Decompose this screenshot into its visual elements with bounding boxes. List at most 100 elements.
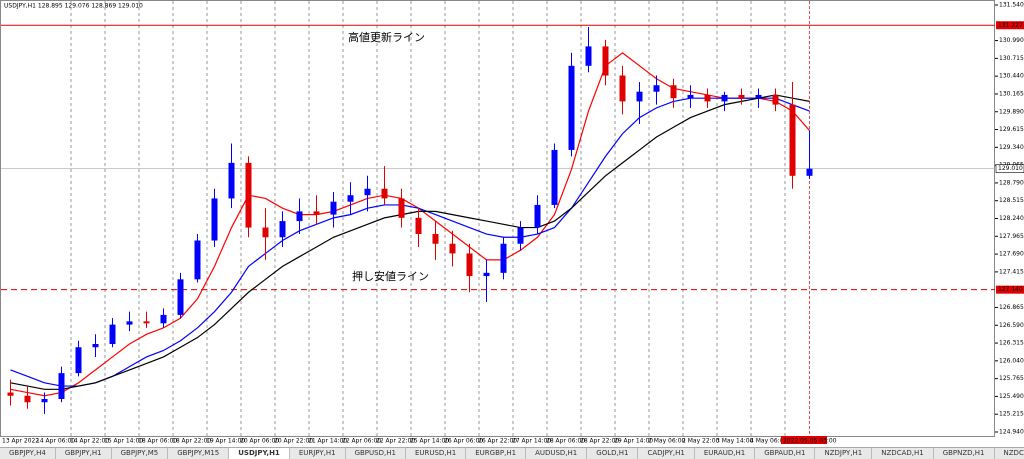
current-price-label: 129.010 xyxy=(998,165,1023,172)
moving-average xyxy=(10,97,810,387)
candle-body xyxy=(92,344,99,348)
chart-tab[interactable]: GBPJPY,H1 xyxy=(56,448,112,459)
candle-body xyxy=(24,395,31,403)
y-tick-label: 127.690 xyxy=(999,251,1024,258)
chart-tab[interactable]: NZDCHF,H1 xyxy=(995,448,1024,459)
candle-body xyxy=(296,211,303,222)
candle-body xyxy=(449,243,456,254)
y-tick-label: 130.715 xyxy=(999,55,1024,62)
x-tick-label: 22 Apr 22:00 xyxy=(376,438,415,445)
candle-body xyxy=(755,94,762,99)
candle-body xyxy=(177,279,184,315)
y-tick-label: 129.615 xyxy=(999,126,1024,133)
candle-body xyxy=(619,75,626,102)
candle-body xyxy=(534,204,541,228)
candle-body xyxy=(398,198,405,218)
chart-tab[interactable]: NZDCAD,H1 xyxy=(872,448,934,459)
candle-body xyxy=(687,94,694,99)
time-label-box xyxy=(781,436,827,444)
candle-body xyxy=(568,65,575,150)
chart-tab[interactable]: GOLD,H1 xyxy=(587,448,639,459)
y-tick-label: 130.990 xyxy=(999,37,1024,44)
candle-body xyxy=(58,373,65,400)
x-tick-label: 14 Apr 06:00 xyxy=(36,438,75,445)
x-tick-label: 29 Apr 14:00 xyxy=(614,438,653,445)
y-tick-label: 126.865 xyxy=(999,304,1024,311)
moving-average xyxy=(10,94,810,390)
y-tick-label: 126.590 xyxy=(999,322,1024,329)
chart-tab[interactable]: USDJPY,H1 xyxy=(229,448,290,459)
chart-tab[interactable]: GBPJPY,H4 xyxy=(0,448,56,459)
x-tick-label: 26 Apr 22:00 xyxy=(478,438,517,445)
chart-tab[interactable]: AUDUSD,H1 xyxy=(526,448,588,459)
x-tick-label: 21 Apr 14:00 xyxy=(308,438,347,445)
h-line-label-box xyxy=(996,285,1024,294)
chart-tab[interactable]: CADJPY,H1 xyxy=(638,448,695,459)
candle-body xyxy=(160,314,167,324)
y-tick-label: 130.440 xyxy=(999,73,1024,80)
chart-tab[interactable]: EURGBP,H1 xyxy=(466,448,527,459)
h-line-label: 131.227 xyxy=(998,22,1023,29)
h-line-label: 127.140 xyxy=(998,286,1023,293)
candle-body xyxy=(585,46,592,66)
y-tick-label: 126.040 xyxy=(999,357,1024,364)
candle-body xyxy=(415,217,422,235)
x-tick-label: 18 Apr 22:00 xyxy=(172,438,211,445)
candle-body xyxy=(143,321,150,324)
x-tick-label: 3 May 14:00 xyxy=(716,438,754,445)
h-line-label-box xyxy=(996,21,1024,30)
x-tick-label: 2 May 06:00 xyxy=(648,438,686,445)
candle-body xyxy=(704,94,711,102)
candle-body xyxy=(653,85,660,92)
candle-body xyxy=(245,162,252,228)
x-tick-label: 14 Apr 22:00 xyxy=(70,438,109,445)
x-tick-label: 20 Apr 22:00 xyxy=(274,438,313,445)
chart-tab[interactable]: GBPAUD,H1 xyxy=(755,448,816,459)
y-tick-label: 128.790 xyxy=(999,179,1024,186)
candle-body xyxy=(109,324,116,345)
x-tick-label: 27 Apr 14:00 xyxy=(512,438,551,445)
x-tick-label: 26 Apr 06:00 xyxy=(444,438,483,445)
candle-body xyxy=(381,188,388,199)
candle-body xyxy=(228,162,235,199)
y-tick-label: 129.340 xyxy=(999,144,1024,151)
tab-bar: GBPJPY,H4 GBPJPY,H1 GBPJPY,M5 GBPJPY,M15 USD… xyxy=(0,447,1024,459)
candle-body xyxy=(806,168,813,176)
candle-body xyxy=(313,211,320,215)
candle-body xyxy=(602,46,609,76)
annotation: 高値更新ライン xyxy=(348,30,425,44)
y-tick-label: 124.940 xyxy=(999,429,1024,436)
candle-body xyxy=(7,392,14,396)
chart-tab[interactable]: EURAUD,H1 xyxy=(695,448,756,459)
chart-tab[interactable]: NZDJPY,H1 xyxy=(815,448,873,459)
y-tick-label: 128.515 xyxy=(999,197,1024,204)
candle-body xyxy=(772,94,779,105)
current-price-box xyxy=(995,164,1024,173)
candle-body xyxy=(670,85,677,99)
y-tick-label: 131.540 xyxy=(999,2,1024,9)
candle-body xyxy=(330,201,337,215)
x-tick-label: 18 Apr 06:00 xyxy=(138,438,177,445)
x-tick-label: 25 Apr 14:00 xyxy=(410,438,449,445)
candle-body xyxy=(738,94,745,99)
candle-body xyxy=(500,243,507,273)
y-tick-label: 127.965 xyxy=(999,233,1024,240)
chart-tab[interactable]: EURJPY,H1 xyxy=(290,448,346,459)
chart-tab[interactable]: GBPJPY,M15 xyxy=(168,448,230,459)
chart: USDJPY,H1 128.895 129.076 128.869 129.01… xyxy=(0,0,1024,445)
chart-tab[interactable]: GBPJPY,M5 xyxy=(112,448,169,459)
chart-tab[interactable]: GBPUSD,H1 xyxy=(346,448,406,459)
x-tick-label: 15 Apr 14:00 xyxy=(104,438,143,445)
y-tick-label: 128.240 xyxy=(999,215,1024,222)
chart-tab[interactable]: GBPNZD,H1 xyxy=(934,448,995,459)
candle-body xyxy=(347,195,354,202)
annotation: 押し安値ライン xyxy=(352,269,429,283)
candle-body xyxy=(41,399,48,403)
candle-body xyxy=(279,221,286,238)
chart-tab[interactable]: EURUSD,H1 xyxy=(406,448,467,459)
candle-body xyxy=(262,227,269,238)
y-tick-label: 125.215 xyxy=(999,411,1024,418)
y-tick-label: 129.890 xyxy=(999,108,1024,115)
candle-body xyxy=(466,253,473,277)
chart-title: USDJPY,H1 128.895 129.076 128.869 129.01… xyxy=(4,3,143,10)
